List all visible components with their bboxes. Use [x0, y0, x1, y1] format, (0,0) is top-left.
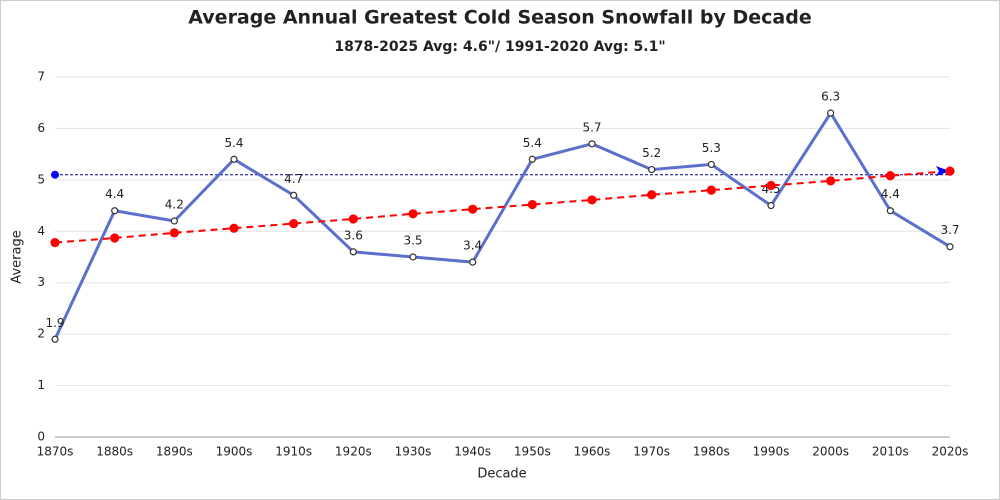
point — [170, 217, 178, 225]
reference-marker — [51, 170, 59, 179]
data-label: 5.4 — [224, 136, 243, 150]
point — [110, 233, 120, 243]
chart-subtitle: 1878-2025 Avg: 4.6"/ 1991-2020 Avg: 5.1" — [334, 39, 665, 55]
y-tick-label: 0 — [37, 430, 45, 444]
x-tick-label: 1920s — [335, 445, 372, 459]
point — [767, 201, 775, 210]
point — [349, 248, 357, 256]
point — [647, 190, 657, 200]
x-tick-label: 1940s — [454, 445, 491, 459]
point — [348, 214, 358, 224]
point — [469, 258, 477, 266]
point — [826, 176, 836, 186]
point — [528, 155, 536, 163]
y-tick-label: 4 — [37, 224, 45, 238]
point — [885, 171, 895, 181]
point — [468, 204, 478, 214]
x-tick-label: 1960s — [574, 445, 611, 459]
point — [946, 243, 954, 251]
point — [50, 238, 60, 248]
point — [230, 155, 238, 163]
y-tick-label: 1 — [37, 378, 45, 392]
point — [409, 253, 417, 261]
point — [289, 218, 299, 229]
point — [290, 191, 298, 199]
point — [229, 223, 239, 233]
data-label: 1.9 — [45, 316, 64, 330]
data-label: 6.3 — [821, 90, 840, 104]
data-label: 4.7 — [284, 172, 303, 186]
point — [408, 209, 418, 219]
y-tick-label: 5 — [37, 172, 45, 186]
x-tick-label: 2000s — [812, 445, 849, 459]
data-label: 4.4 — [105, 187, 124, 201]
point — [945, 166, 955, 176]
data-label: 4.4 — [881, 187, 900, 201]
y-tick-label: 6 — [37, 121, 45, 135]
point — [827, 109, 835, 117]
data-label: 5.3 — [702, 141, 721, 155]
x-tick-label: 1930s — [395, 445, 432, 459]
point — [706, 185, 716, 195]
trend-arrow — [936, 166, 950, 177]
y-tick-label: 7 — [37, 70, 45, 84]
x-tick-label: 2010s — [872, 445, 909, 459]
data-label: 5.2 — [642, 146, 661, 160]
series-line — [54, 170, 951, 244]
point — [588, 140, 596, 148]
x-tick-label: 1870s — [37, 445, 74, 459]
data-label: 4.2 — [165, 198, 184, 212]
x-tick-label: 1990s — [753, 445, 790, 459]
point — [527, 199, 537, 210]
x-tick-label: 1890s — [156, 445, 193, 459]
point — [886, 207, 894, 215]
y-tick-label: 2 — [37, 327, 45, 341]
x-tick-label: 1980s — [693, 445, 730, 459]
x-tick-label: 2020s — [932, 445, 969, 459]
data-label: 3.4 — [463, 239, 482, 253]
x-tick-label: 1900s — [216, 445, 253, 459]
data-label: 5.7 — [582, 120, 601, 134]
y-axis-label: Average — [10, 230, 25, 283]
y-tick-label: 3 — [37, 275, 45, 289]
data-label: 3.7 — [940, 223, 959, 237]
series-line — [53, 110, 951, 340]
chart-title: Average Annual Greatest Cold Season Snow… — [188, 7, 811, 29]
point — [111, 207, 119, 215]
point — [766, 180, 776, 191]
point — [648, 165, 656, 174]
point — [169, 228, 179, 238]
data-label: 5.4 — [523, 136, 542, 150]
x-tick-label: 1950s — [514, 445, 551, 459]
data-label: 3.6 — [344, 228, 363, 242]
x-tick-label: 1910s — [275, 445, 312, 459]
point — [51, 335, 59, 343]
point — [707, 160, 715, 169]
x-tick-label: 1970s — [633, 445, 670, 459]
point — [587, 195, 597, 205]
data-label: 3.5 — [403, 234, 422, 248]
x-axis-label: Decade — [477, 467, 526, 482]
x-tick-label: 1880s — [96, 445, 133, 459]
